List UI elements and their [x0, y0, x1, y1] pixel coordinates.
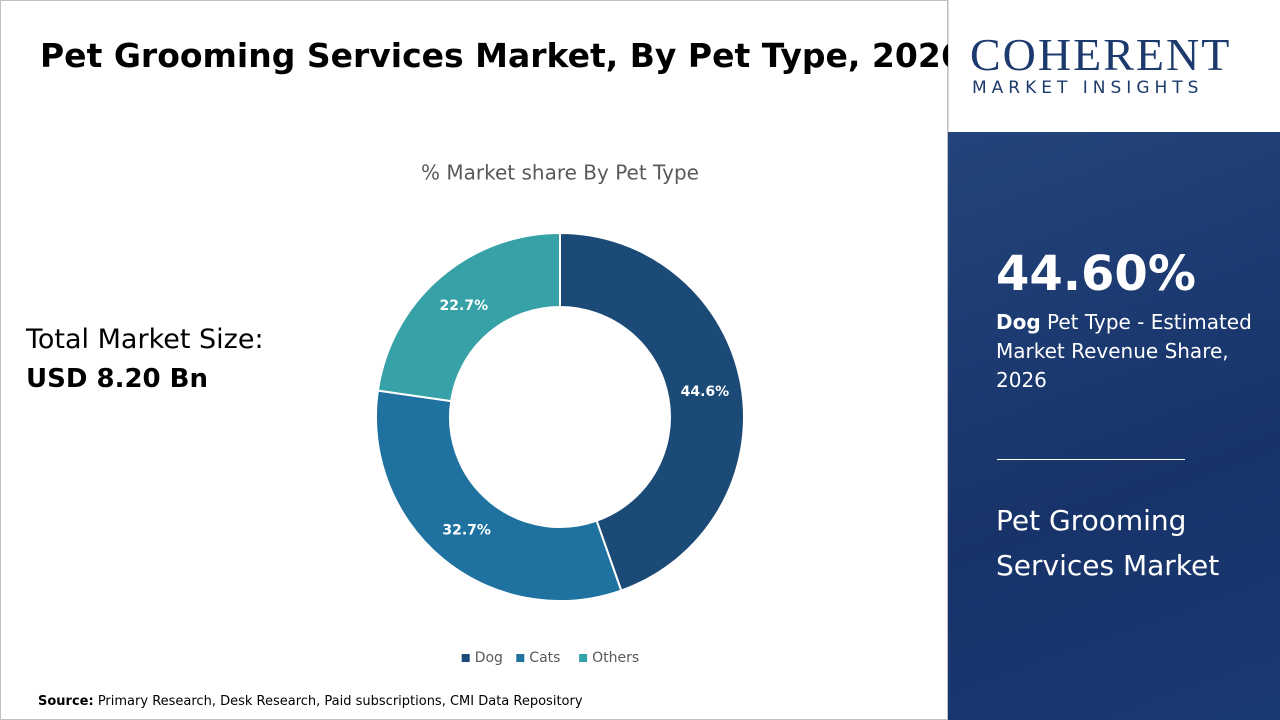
chart: % Market share By Pet Type 44.6% 32.7% 22.…: [375, 161, 745, 666]
highlight-value: 44.60%: [996, 246, 1196, 302]
legend-label: Cats: [529, 650, 560, 666]
highlight-text: Pet Type - Estimated Market Revenue Shar…: [996, 310, 1252, 392]
value-label: 22.7%: [440, 298, 489, 314]
slice: [376, 231, 561, 403]
market-size-value: USD 8.20 Bn: [26, 364, 208, 394]
legend-swatch: [461, 654, 470, 662]
logo-tagline: MARKET INSIGHTS: [972, 78, 1204, 98]
page-title: Pet Grooming Services Market, By Pet Typ…: [40, 36, 964, 75]
highlight-market: Pet Grooming Services Market: [996, 504, 1220, 582]
legend-label: Dog: [475, 650, 503, 666]
slice: [375, 389, 623, 602]
legend-swatch: [516, 654, 525, 662]
source: Source: Primary Research, Desk Research,…: [38, 694, 583, 709]
market-size-label: Total Market Size:: [26, 324, 264, 355]
legend-label: Others: [592, 650, 639, 666]
highlight-segment: Dog: [996, 310, 1041, 334]
chart-title: % Market share By Pet Type: [421, 161, 699, 185]
value-label: 32.7%: [442, 523, 491, 539]
slice: [559, 231, 745, 592]
highlight-description: Dog Pet Type - Estimated Market Revenue …: [996, 308, 1256, 395]
logo-area: [948, 0, 1280, 132]
legend-swatch: [579, 654, 588, 662]
logo-name: COHERENT: [970, 29, 1232, 80]
divider: [997, 459, 1185, 460]
source-text: Primary Research, Desk Research, Paid su…: [93, 694, 583, 709]
value-label: 44.6%: [681, 384, 730, 400]
highlight-panel: [948, 132, 1280, 720]
source-label: Source:: [38, 694, 94, 709]
